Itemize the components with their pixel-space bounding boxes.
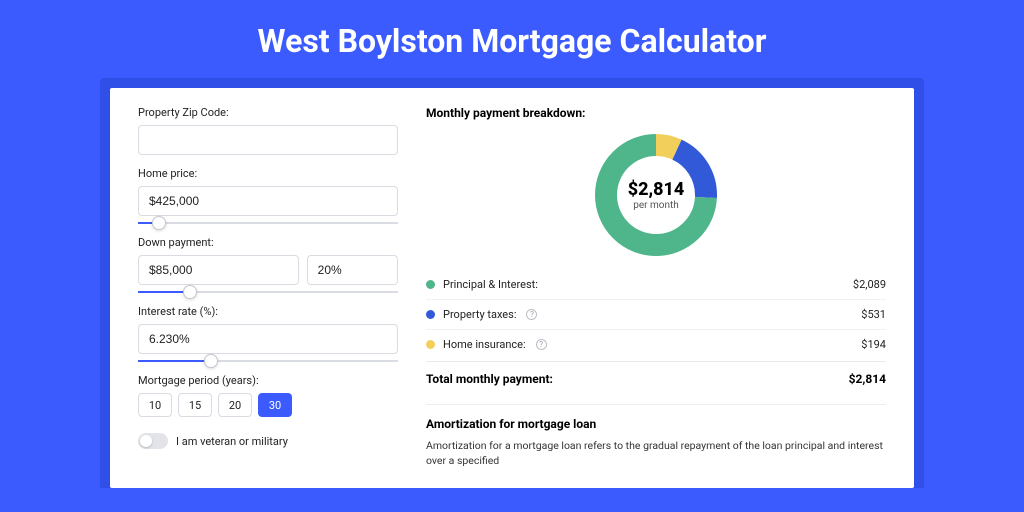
donut-sublabel: per month: [633, 200, 679, 211]
form-column: Property Zip Code: Home price: Down paym…: [138, 106, 398, 488]
amortization-title: Amortization for mortgage loan: [426, 404, 886, 431]
rate-input[interactable]: [138, 324, 398, 354]
zip-input[interactable]: [138, 125, 398, 155]
price-input[interactable]: [138, 186, 398, 216]
amortization-text: Amortization for a mortgage loan refers …: [426, 439, 886, 468]
veteran-toggle[interactable]: [138, 433, 168, 449]
legend-dot: [426, 280, 435, 289]
legend-amount: $531: [861, 308, 886, 321]
legend-row: Home insurance:? $194: [426, 330, 886, 359]
veteran-toggle-knob: [140, 435, 152, 447]
period-option-15[interactable]: 15: [178, 393, 212, 417]
info-icon[interactable]: ?: [536, 339, 547, 350]
legend: Principal & Interest: $2,089 Property taxe…: [426, 270, 886, 359]
donut-chart: $2,814 per month: [591, 130, 721, 260]
price-slider-thumb[interactable]: [152, 216, 166, 230]
rate-slider[interactable]: [138, 360, 398, 362]
period-label: Mortgage period (years):: [138, 374, 398, 387]
legend-row: Property taxes:? $531: [426, 300, 886, 330]
info-icon[interactable]: ?: [526, 309, 537, 320]
legend-label: Property taxes:: [443, 308, 516, 321]
donut-chart-wrap: $2,814 per month: [426, 124, 886, 270]
veteran-label: I am veteran or military: [176, 435, 288, 448]
legend-dot: [426, 310, 435, 319]
total-label: Total monthly payment:: [426, 372, 553, 386]
veteran-row: I am veteran or military: [138, 433, 398, 449]
donut-center: $2,814 per month: [591, 130, 721, 260]
legend-amount: $2,089: [853, 278, 886, 291]
donut-amount: $2,814: [628, 179, 685, 200]
total-row: Total monthly payment: $2,814: [426, 361, 886, 400]
calculator-card: Property Zip Code: Home price: Down paym…: [110, 88, 914, 488]
page-title: West Boylston Mortgage Calculator: [0, 0, 1024, 78]
legend-amount: $194: [861, 338, 886, 351]
price-slider[interactable]: [138, 222, 398, 224]
rate-label: Interest rate (%):: [138, 305, 398, 318]
rate-slider-thumb[interactable]: [204, 354, 218, 368]
down-amount-input[interactable]: [138, 255, 299, 285]
legend-dot: [426, 340, 435, 349]
period-option-30[interactable]: 30: [258, 393, 292, 417]
down-slider-thumb[interactable]: [183, 285, 197, 299]
rate-slider-fill: [138, 360, 211, 362]
legend-row: Principal & Interest: $2,089: [426, 270, 886, 300]
down-slider[interactable]: [138, 291, 398, 293]
total-amount: $2,814: [849, 372, 886, 386]
breakdown-column: Monthly payment breakdown: $2,814 per mo…: [426, 106, 886, 488]
legend-label: Principal & Interest:: [443, 278, 538, 291]
breakdown-title: Monthly payment breakdown:: [426, 106, 886, 120]
period-option-20[interactable]: 20: [218, 393, 252, 417]
price-label: Home price:: [138, 167, 398, 180]
legend-label: Home insurance:: [443, 338, 526, 351]
down-pct-input[interactable]: [307, 255, 398, 285]
card-wrap: Property Zip Code: Home price: Down paym…: [100, 78, 924, 488]
down-label: Down payment:: [138, 236, 398, 249]
zip-label: Property Zip Code:: [138, 106, 398, 119]
period-option-10[interactable]: 10: [138, 393, 172, 417]
period-options: 10152030: [138, 393, 398, 417]
